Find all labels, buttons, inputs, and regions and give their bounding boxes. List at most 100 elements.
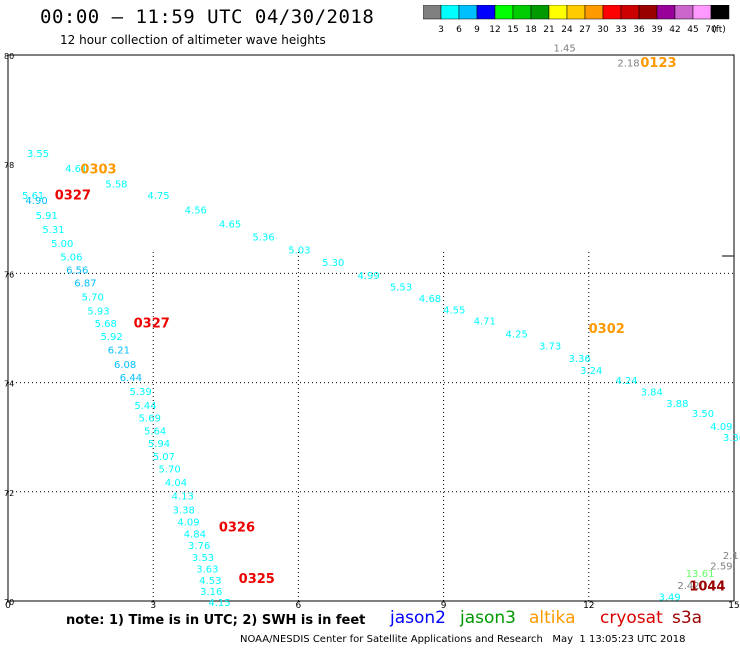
- scale-label: 45: [687, 25, 698, 35]
- swh-value: 5.06: [60, 252, 82, 263]
- swh-value: 4.25: [506, 329, 528, 340]
- swh-value: 4.90: [25, 196, 47, 207]
- swh-value: 5.69: [139, 413, 161, 424]
- swh-value: 5.30: [322, 258, 344, 269]
- swh-value: 6.44: [120, 373, 142, 384]
- swh-value: 3.63: [196, 565, 218, 576]
- mission-altika: altika: [529, 608, 576, 628]
- time-tag: 0326: [219, 521, 255, 536]
- swh-value: 5.53: [390, 282, 412, 293]
- y-axis-label: 72: [4, 489, 14, 498]
- swh-value: 4.15: [208, 598, 230, 609]
- mission-s3a: s3a: [672, 608, 703, 628]
- y-axis-label: 74: [4, 380, 14, 389]
- scale-swatch: [710, 5, 730, 20]
- plot-frame: [7, 54, 735, 602]
- swh-value: 5.70: [159, 465, 181, 476]
- swh-value: 4.84: [184, 530, 206, 541]
- map-subtitle: 12 hour collection of altimeter wave hei…: [60, 33, 326, 47]
- swh-value: 5.39: [129, 387, 151, 398]
- swh-value: 5.92: [100, 332, 122, 343]
- swh-value: 5.64: [144, 426, 166, 437]
- swh-value: 5.61: [22, 191, 44, 202]
- swh-value: 3.36: [568, 354, 590, 365]
- swh-value: 5.03: [288, 246, 310, 257]
- scale-label: 24: [561, 25, 573, 35]
- swh-value: 5.07: [153, 452, 175, 463]
- credit-line: NOAA/NESDIS Center for Satellite Applica…: [240, 634, 686, 645]
- swh-value: 6.21: [108, 346, 130, 357]
- swh-value: 3.24: [580, 366, 602, 377]
- x-axis-label: 9: [441, 601, 447, 611]
- scale-label: 27: [579, 25, 590, 35]
- swh-value: 6.08: [114, 360, 136, 371]
- mission-jason2: jason2: [390, 608, 446, 628]
- scale-label: 9: [474, 25, 480, 35]
- swh-value: 3.50: [692, 409, 714, 420]
- swh-value: 4.55: [443, 305, 465, 316]
- scale-label: (ft): [712, 25, 726, 35]
- swh-value: 2.11: [723, 551, 740, 562]
- swh-value: 2.42: [677, 581, 699, 592]
- swh-value: 2.18: [617, 58, 639, 69]
- x-axis-label: 0: [5, 601, 11, 611]
- swh-value: 4.65: [219, 220, 241, 231]
- swh-value: 4.75: [147, 191, 169, 202]
- time-tag: 0325: [239, 572, 275, 587]
- time-tag: 1044: [689, 580, 725, 595]
- swh-value: 3.73: [539, 341, 561, 352]
- time-tag: 0302: [589, 322, 625, 337]
- swh-value: 5.31: [42, 225, 64, 236]
- scale-label: 3: [438, 25, 444, 35]
- swh-value: 3.49: [658, 592, 680, 603]
- time-tag: 0123: [640, 56, 676, 71]
- swh-value: 4.99: [357, 271, 379, 282]
- swh-value: 3.55: [27, 149, 49, 160]
- swh-value: 2.59: [710, 561, 732, 572]
- swh-value: 4.13: [172, 491, 194, 502]
- swh-value: 5.36: [252, 233, 274, 244]
- scale-label: 12: [489, 25, 500, 35]
- scale-label: 18: [525, 25, 537, 35]
- x-axis-label: 6: [296, 601, 302, 611]
- scale-label: 15: [507, 25, 518, 35]
- scale-label: 42: [669, 25, 680, 35]
- swh-value: 5.91: [36, 211, 58, 222]
- swh-value: 4.71: [474, 317, 496, 328]
- swh-value: 4.68: [419, 294, 441, 305]
- swh-value: 5.58: [105, 180, 127, 191]
- swh-value: 6.56: [66, 265, 88, 276]
- swh-value: 3.38: [173, 506, 195, 517]
- time-tag: 0327: [134, 316, 170, 331]
- color-scale: 3 6 9 12 15 18 21 24 27 30 33 36 39 42 45 70(ft): [423, 5, 730, 35]
- swh-value: 5.93: [87, 306, 109, 317]
- scale-label: 70: [705, 25, 717, 35]
- swh-value: 5.44: [134, 401, 156, 412]
- swh-value: 13.61: [686, 569, 715, 580]
- y-axis-label: 78: [4, 161, 14, 170]
- mission-cryosat: cryosat: [600, 608, 663, 628]
- swh-value: 4.09: [177, 518, 199, 529]
- scale-label: 21: [543, 25, 554, 35]
- swh-value: 4.04: [165, 478, 187, 489]
- swh-value: 5.68: [95, 319, 117, 330]
- swh-value: 3.16: [200, 587, 222, 598]
- time-tag: 0303: [80, 162, 116, 177]
- scale-label: 33: [615, 25, 626, 35]
- swh-value: 3.84: [641, 388, 663, 399]
- wave-height-map: 0 3 6 9 12 15 70 72 74 76 78 80 1.45 2.18 3.55 4.61 5.58…: [4, 44, 740, 611]
- swh-value: 5.94: [148, 439, 170, 450]
- scale-label: 6: [456, 25, 462, 35]
- legend-note: note: 1) Time is in UTC; 2) SWH is in fe…: [66, 613, 366, 628]
- swh-value: 3.53: [192, 553, 214, 564]
- scale-label: 39: [651, 25, 663, 35]
- swh-value: 4.56: [185, 205, 207, 216]
- swh-value: 5.00: [51, 239, 73, 250]
- map-title: 00:00 – 11:59 UTC 04/30/2018: [40, 6, 375, 28]
- swh-value: 4.61: [65, 164, 87, 175]
- swh-value: 6.87: [74, 279, 96, 290]
- x-axis-label: 15: [728, 601, 739, 611]
- x-axis-label: 3: [150, 601, 156, 611]
- swh-value: 4.09: [710, 422, 732, 433]
- swh-value: 3.88: [666, 399, 688, 410]
